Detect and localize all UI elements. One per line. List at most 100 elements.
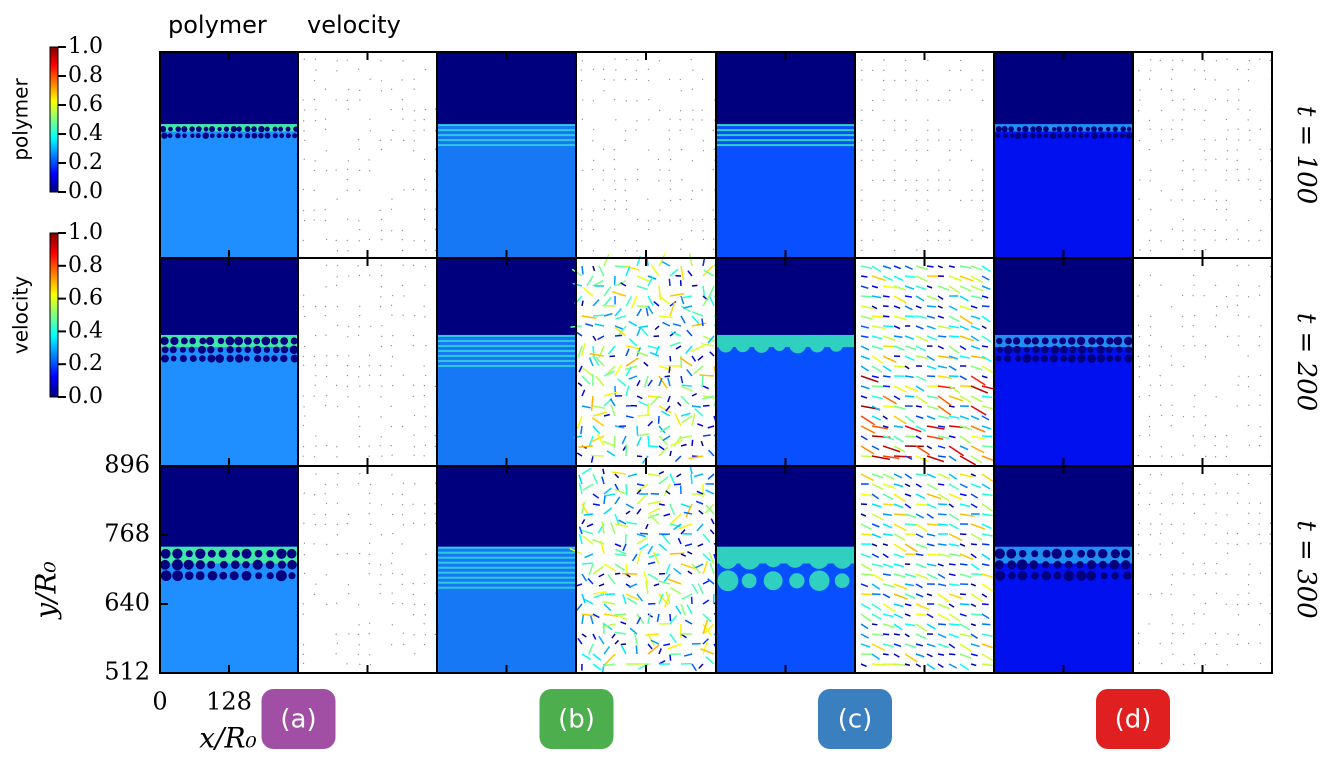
velocity-arrow: [658, 405, 672, 414]
velocity-arrow: [691, 563, 701, 574]
velocity-arrow: [658, 543, 668, 551]
lamella: [437, 364, 576, 367]
velocity-arrow: [603, 296, 612, 307]
droplet: [809, 337, 825, 353]
velocity-arrow: [871, 265, 882, 273]
header-velocity: velocity: [307, 11, 401, 39]
velocity-arrow: [860, 473, 875, 482]
velocity-arrow: [391, 294, 394, 297]
panel-badge: [539, 689, 614, 749]
velocity-arrow: [423, 643, 426, 646]
velocity-arrow: [915, 159, 918, 162]
velocity-arrow: [882, 623, 896, 629]
velocity-arrow: [1160, 109, 1163, 112]
velocity-arrow: [380, 218, 383, 221]
velocity-arrow: [904, 415, 915, 424]
velocity-arrow: [658, 470, 665, 475]
velocity-arrow: [680, 553, 687, 557]
velocity-arrow: [981, 473, 995, 483]
velocity-arrow: [860, 445, 875, 455]
velocity-arrow: [981, 633, 993, 637]
velocity-arrow: [937, 219, 940, 221]
droplet: [226, 354, 234, 363]
droplet: [183, 559, 194, 570]
velocity-arrow: [691, 159, 694, 162]
droplet: [1098, 549, 1108, 559]
velocity-arrow: [702, 238, 705, 241]
velocity-arrow: [576, 603, 583, 611]
velocity-arrow: [636, 380, 641, 387]
velocity-arrow: [586, 275, 594, 287]
velocity-arrow: [657, 158, 660, 161]
velocity-arrow: [882, 119, 885, 122]
droplet: [1036, 133, 1043, 139]
velocity-arrow: [970, 593, 983, 602]
velocity-arrow: [1138, 335, 1141, 338]
velocity-arrow: [1193, 249, 1196, 252]
velocity-arrow: [380, 503, 382, 506]
velocity-arrow: [647, 295, 654, 306]
polymer-top: [994, 52, 1133, 125]
velocity-arrow: [669, 503, 675, 515]
velocity-arrow: [663, 643, 671, 647]
velocity-arrow: [380, 229, 383, 232]
velocity-arrow: [603, 370, 615, 377]
velocity-arrow: [620, 621, 627, 625]
velocity-arrow: [926, 335, 938, 341]
velocity-arrow: [1171, 68, 1174, 71]
velocity-arrow: [871, 99, 874, 102]
velocity-arrow: [625, 573, 631, 578]
velocity-arrow: [654, 325, 660, 331]
lamella: [437, 139, 576, 142]
velocity-arrow: [691, 189, 693, 192]
droplet: [188, 346, 195, 353]
polymer-top: [160, 466, 298, 547]
velocity-arrow: [390, 425, 393, 428]
velocity-arrow: [369, 325, 372, 328]
droplet: [255, 572, 263, 580]
velocity-arrow: [668, 278, 671, 287]
droplet: [1064, 132, 1071, 139]
velocity-arrow: [685, 503, 693, 518]
droplet: [1012, 337, 1021, 345]
droplet: [1096, 354, 1106, 363]
velocity-arrow: [625, 510, 631, 515]
velocity-arrow: [627, 473, 638, 478]
droplet: [1040, 354, 1048, 363]
velocity-arrow: [694, 408, 704, 417]
velocity-arrow: [904, 493, 912, 497]
velocity-arrow: [1170, 583, 1173, 586]
velocity-arrow: [413, 445, 416, 448]
velocity-arrow: [674, 413, 682, 427]
droplet: [184, 571, 194, 581]
velocity-arrow: [673, 483, 682, 486]
panel-label: (d): [1115, 705, 1152, 735]
velocity-arrow: [1248, 59, 1251, 62]
velocity-arrow: [390, 304, 393, 307]
droplet: [1124, 354, 1133, 363]
velocity-arrow: [580, 425, 583, 435]
velocity-arrow: [937, 593, 950, 603]
velocity-arrow: [390, 344, 393, 347]
droplet: [229, 571, 239, 581]
panel: [715, 465, 856, 674]
velocity-arrow: [669, 586, 682, 595]
droplet: [995, 133, 1001, 139]
velocity-arrow: [635, 69, 638, 72]
velocity-arrow: [336, 264, 339, 267]
droplet: [280, 337, 289, 345]
velocity-arrow: [970, 623, 976, 627]
droplet: [1126, 126, 1132, 132]
velocity-arrow: [358, 89, 361, 92]
velocity-arrow: [607, 574, 616, 585]
velocity-arrow: [669, 614, 678, 625]
velocity-arrow: [915, 445, 931, 456]
velocity-arrow: [358, 375, 360, 378]
droplet: [236, 126, 242, 132]
velocity-arrow: [1181, 315, 1184, 318]
lamella: [437, 576, 576, 579]
droplet: [1031, 571, 1039, 580]
velocity-arrow: [336, 305, 339, 308]
velocity-arrow: [581, 615, 585, 625]
velocity-arrow: [615, 548, 627, 555]
